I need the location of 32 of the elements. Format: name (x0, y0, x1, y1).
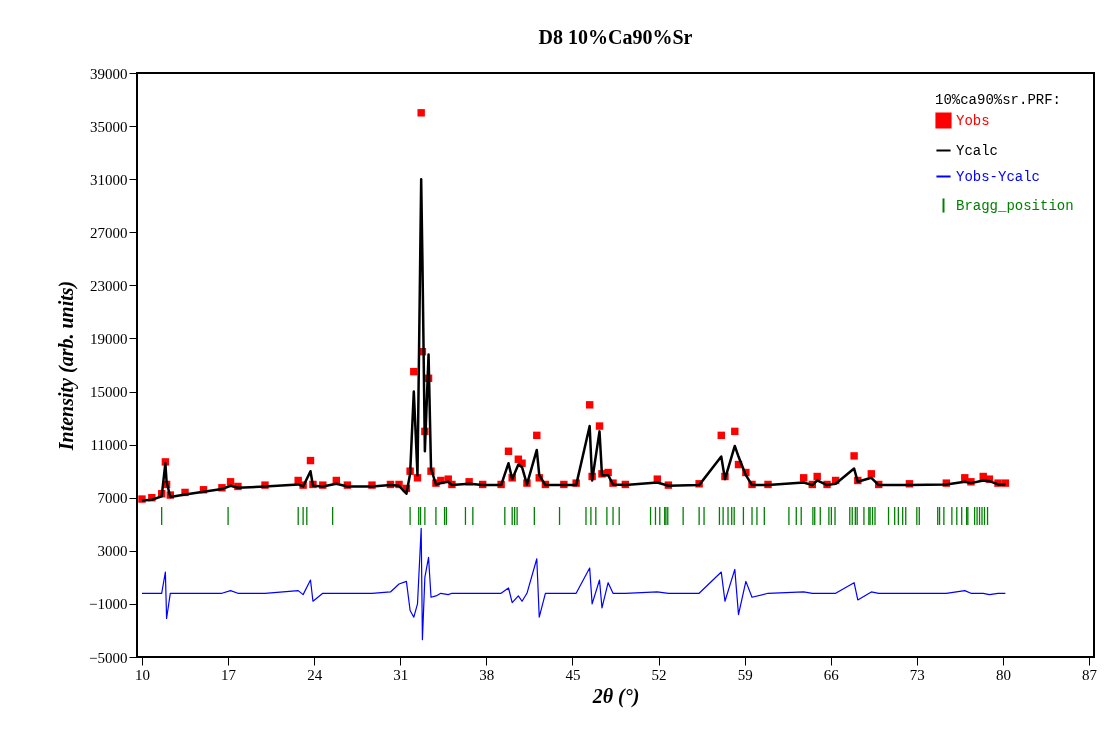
legend-label: Yobs (956, 112, 990, 129)
legend-title: 10%ca90%sr.PRF: (935, 92, 1062, 108)
legend-label: Yobs-Ycalc (956, 168, 1041, 185)
chart-title: D8 10%Ca90%Sr (538, 26, 693, 48)
y-tick-label: 11000 (90, 437, 128, 454)
y-axis-title: Intensity (arb. units) (55, 280, 79, 452)
x-tick-label: 17 (221, 666, 237, 683)
x-axis-title: 2θ (°) (591, 684, 640, 708)
x-tick-label: 59 (737, 666, 753, 683)
x-tick-label: 52 (651, 666, 667, 683)
y-tick-label: 19000 (90, 330, 128, 347)
x-tick-label: 87 (1082, 666, 1098, 683)
x-tick-label: 73 (909, 666, 925, 683)
x-tick-label: 66 (823, 666, 840, 683)
x-tick-label: 45 (565, 666, 581, 683)
legend-label: Bragg_position (956, 197, 1074, 214)
y-tick-label: −1000 (89, 596, 128, 613)
x-tick-label: 24 (307, 666, 323, 683)
y-tick-label: 7000 (97, 490, 128, 507)
y-tick-label: 35000 (90, 118, 128, 135)
legend-label: Ycalc (956, 142, 999, 159)
x-tick-label: 31 (393, 666, 409, 683)
x-tick-label: 10 (135, 666, 150, 683)
x-tick-label: 38 (479, 666, 495, 683)
y-tick-label: 39000 (90, 65, 128, 82)
y-tick-label: 27000 (90, 224, 128, 241)
x-tick-label: 80 (995, 666, 1011, 683)
y-tick-label: 3000 (97, 543, 128, 560)
y-tick-label: −5000 (89, 649, 128, 666)
y-tick-label: 23000 (90, 277, 128, 294)
y-tick-label: 15000 (90, 384, 128, 401)
y-tick-label: 31000 (90, 171, 128, 188)
